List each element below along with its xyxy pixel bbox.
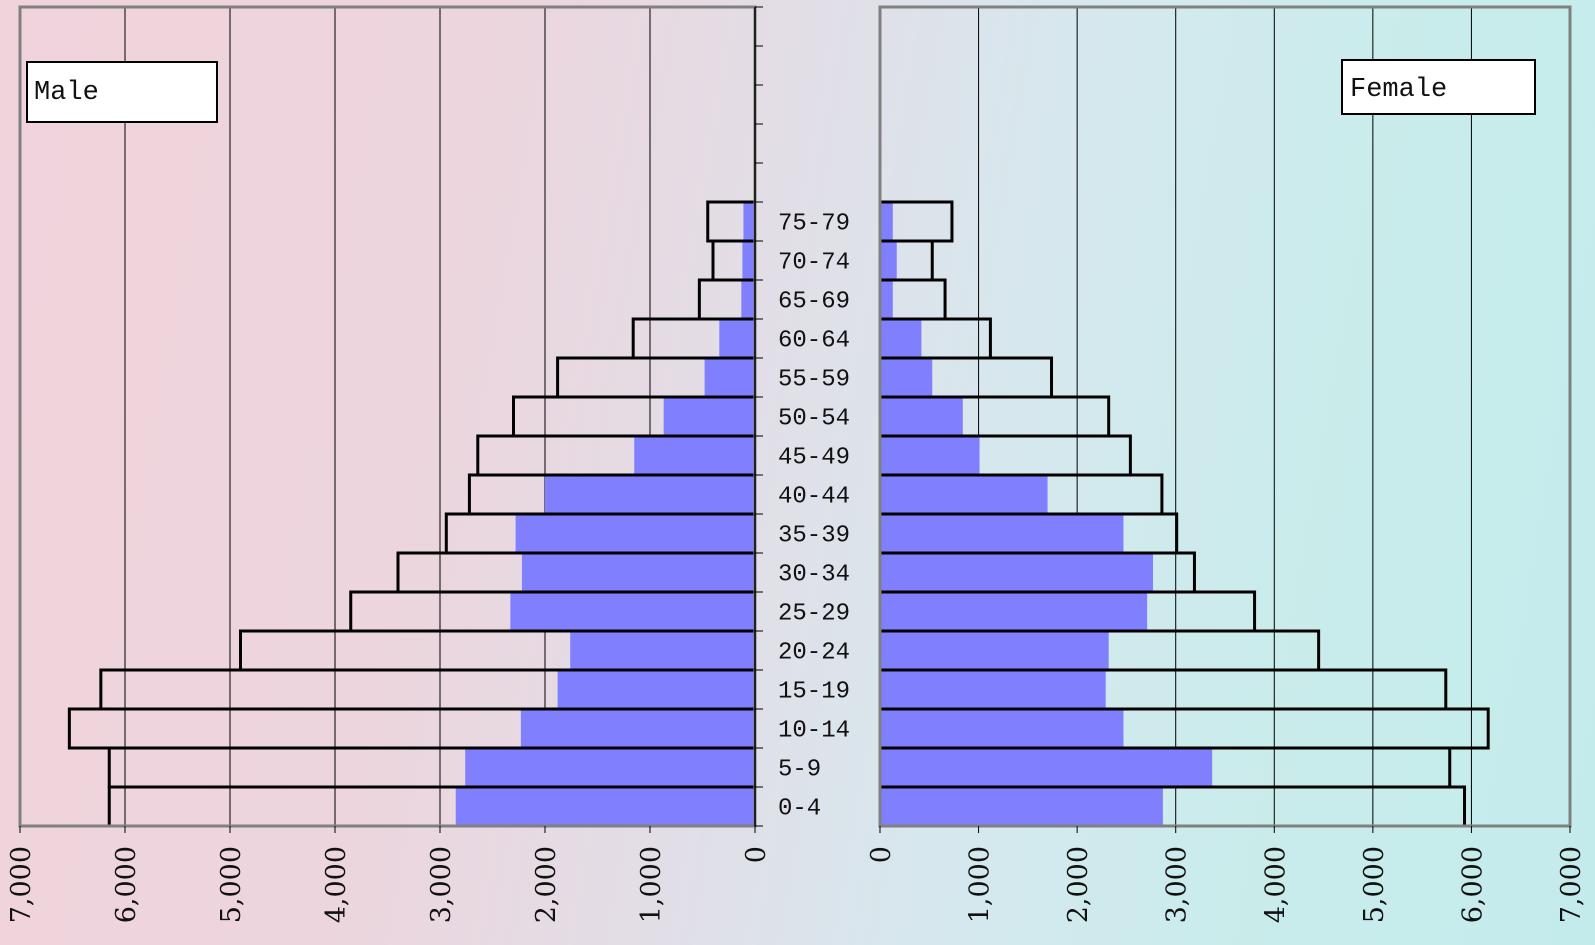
female-fill-bar-75-79	[880, 202, 893, 241]
age-label-20-24: 20-24	[778, 640, 850, 667]
age-label-40-44: 40-44	[778, 484, 850, 511]
male-legend-label: Male	[34, 78, 99, 108]
age-label-60-64: 60-64	[778, 328, 850, 355]
male-tick-label-4: 4,000	[321, 846, 352, 923]
male-fill-bar-60-64	[719, 319, 755, 358]
female-fill-bar-50-54	[880, 397, 963, 436]
male-fill-bar-15-19	[557, 670, 755, 709]
plot-frames	[18, 5, 1572, 828]
female-bars	[878, 200, 1490, 828]
male-legend-box	[26, 61, 218, 123]
female-fill-bar-0-4	[880, 787, 1163, 826]
male-fill-bar-25-29	[510, 592, 755, 631]
age-label-45-49: 45-49	[778, 445, 850, 472]
male-fill-bar-50-54	[663, 397, 755, 436]
male-gridlines	[19, 7, 651, 826]
female-tick-label-7: 7,000	[1556, 846, 1587, 923]
female-tick-label-1: 1,000	[965, 846, 996, 923]
male-fill-bar-40-44	[545, 475, 755, 514]
female-fill-bar-35-39	[880, 514, 1124, 553]
female-fill-bar-60-64	[880, 319, 922, 358]
male-tick-label-3: 3,000	[426, 846, 457, 923]
age-label-55-59: 55-59	[778, 367, 850, 394]
female-fill-bar-5-9	[880, 748, 1213, 787]
age-label-5-9: 5-9	[778, 757, 821, 784]
age-label-30-34: 30-34	[778, 562, 850, 589]
male-fill-bar-75-79	[743, 202, 755, 241]
male-tick-label-0: 0	[741, 846, 772, 863]
male-tick-label-2: 2,000	[531, 846, 562, 923]
female-tick-label-6: 6,000	[1457, 846, 1488, 923]
age-label-35-39: 35-39	[778, 523, 850, 550]
female-fill-bar-30-34	[880, 553, 1154, 592]
female-fill-bar-10-14	[880, 709, 1124, 748]
male-fill-bar-45-49	[634, 436, 755, 475]
male-fill-bar-5-9	[465, 748, 755, 787]
female-tick-label-2: 2,000	[1063, 846, 1094, 923]
male-tick-label-7: 7,000	[6, 846, 37, 923]
age-label-65-69: 65-69	[778, 289, 850, 316]
female-tick-label-4: 4,000	[1260, 846, 1291, 923]
female-tick-label-3: 3,000	[1162, 846, 1193, 923]
age-label-15-19: 15-19	[778, 679, 850, 706]
age-label-75-79: 75-79	[778, 211, 850, 238]
female-fill-bar-65-69	[880, 280, 893, 319]
age-label-50-54: 50-54	[778, 406, 850, 433]
female-tick-label-5: 5,000	[1359, 846, 1390, 923]
male-fill-bar-0-4	[455, 787, 755, 826]
male-fill-bar-20-24	[570, 631, 755, 670]
female-fill-bar-15-19	[880, 670, 1106, 709]
male-tick-label-1: 1,000	[636, 846, 667, 923]
age-label-70-74: 70-74	[778, 250, 850, 277]
male-fill-bar-55-59	[704, 358, 755, 397]
male-tick-label-5: 5,000	[216, 846, 247, 923]
female-legend-box	[1341, 59, 1536, 115]
age-label-0-4: 0-4	[778, 796, 821, 823]
age-group-labels: 0-4 5-9 10-14 15-19 20-24 25-29 30-34 35-39 40-4…	[778, 211, 850, 823]
age-label-25-29: 25-29	[778, 601, 850, 628]
male-fill-bar-30-34	[521, 553, 755, 592]
male-fill-bar-70-74	[742, 241, 755, 280]
male-fill-bar-35-39	[515, 514, 755, 553]
male-fill-bar-10-14	[520, 709, 755, 748]
female-fill-bar-20-24	[880, 631, 1109, 670]
male-bars	[67, 200, 757, 828]
female-fill-bar-40-44	[880, 475, 1048, 514]
female-x-axis-ticks: 0 1,000 2,000 3,000 4,000 5,000 6,000 7,000	[866, 826, 1587, 923]
male-x-axis-ticks: 0 1,000 2,000 3,000 4,000 5,000 6,000 7,000	[6, 826, 772, 923]
male-tick-label-6: 6,000	[111, 846, 142, 923]
female-fill-bar-45-49	[880, 436, 980, 475]
female-plot-frame	[878, 5, 1572, 828]
female-fill-bar-70-74	[880, 241, 897, 280]
age-label-10-14: 10-14	[778, 718, 850, 745]
female-fill-bar-25-29	[880, 592, 1148, 631]
female-legend-label: Female	[1350, 75, 1447, 105]
female-fill-bar-55-59	[880, 358, 933, 397]
female-tick-label-0: 0	[866, 846, 897, 863]
panel-legends: Male Female	[26, 59, 1536, 123]
male-fill-bar-65-69	[741, 280, 755, 319]
